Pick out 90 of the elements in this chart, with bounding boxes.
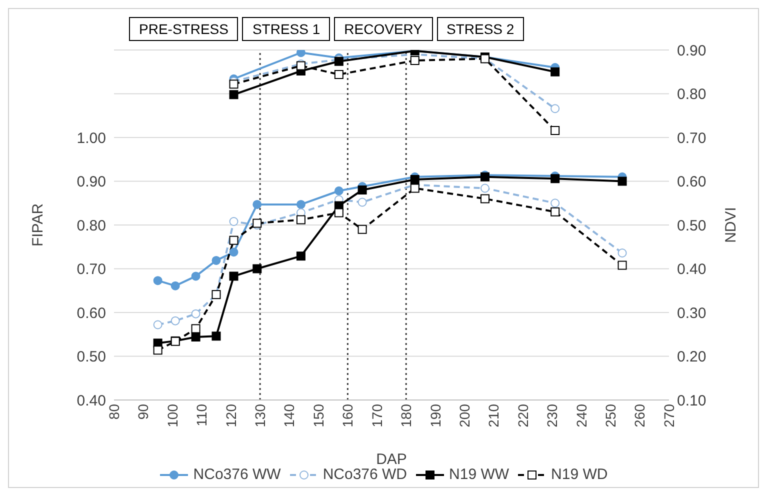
point — [212, 332, 221, 341]
point — [550, 207, 560, 216]
point — [191, 272, 200, 281]
x-tick-label: 160 — [340, 404, 356, 428]
point — [334, 70, 344, 79]
point — [410, 184, 420, 193]
point — [410, 56, 420, 65]
text: STRESS 1 — [242, 17, 330, 41]
point — [296, 215, 306, 224]
y-axis-title: FIPAR — [29, 203, 46, 247]
y-tick-label: 0.50 — [76, 348, 106, 366]
point — [550, 67, 560, 76]
y2-axis-title: NDVI — [722, 207, 740, 243]
y-tick-label: 0.90 — [76, 174, 106, 191]
y2-tick-label: 0.60 — [677, 174, 706, 191]
point — [296, 200, 306, 209]
legend-label: NCo376 WW — [193, 466, 281, 483]
y2-tick-label: 0.70 — [677, 130, 706, 147]
point — [229, 80, 238, 89]
text: STRESS 2 — [436, 17, 524, 41]
point — [618, 176, 627, 186]
legend-label: N19 WW — [449, 466, 510, 483]
x-tick-label: 270 — [660, 404, 677, 428]
point — [153, 276, 162, 286]
y-tick-label: 0.70 — [76, 261, 106, 278]
legend-label: N19 WD — [551, 466, 608, 483]
point — [170, 316, 180, 326]
point — [550, 174, 560, 184]
point — [296, 252, 306, 261]
y-tick-label: 0.80 — [76, 217, 106, 234]
x-tick-label: 190 — [427, 404, 444, 428]
point — [153, 320, 162, 330]
y2-tick-label: 0.80 — [677, 86, 706, 104]
y2-tick-label: 0.90 — [677, 42, 706, 60]
point — [410, 175, 420, 184]
point — [618, 248, 627, 258]
point — [550, 104, 560, 114]
text: RECOVERY — [334, 17, 432, 41]
y2-tick-label: 0.20 — [677, 348, 706, 366]
x-tick-label: 200 — [456, 404, 472, 428]
x-tick-label: 240 — [573, 404, 590, 428]
point — [229, 272, 238, 281]
x-tick-label: 120 — [222, 404, 239, 428]
point — [480, 184, 490, 193]
y-tick-label: 1.00 — [76, 130, 106, 147]
y2-tick-label: 0.10 — [677, 392, 706, 410]
x-tick-label: 150 — [310, 404, 326, 428]
point — [296, 50, 306, 58]
point — [550, 126, 560, 135]
point — [229, 236, 238, 245]
point — [191, 324, 200, 334]
point — [480, 194, 490, 204]
point — [229, 248, 238, 257]
x-tick-label: 130 — [252, 404, 268, 428]
x-axis-title: DAP — [376, 451, 407, 468]
point — [358, 224, 367, 234]
point — [358, 186, 367, 194]
point — [170, 281, 180, 290]
x-tick-label: 260 — [632, 404, 648, 428]
y2-tick-label: 0.40 — [677, 261, 706, 278]
point — [191, 309, 200, 318]
point — [334, 186, 344, 196]
point — [334, 208, 344, 218]
y-tick-label: 0.60 — [76, 304, 106, 322]
point — [550, 198, 560, 208]
point — [191, 332, 200, 342]
legend-label: NCo376 WD — [322, 466, 408, 483]
x-tick-label: 250 — [602, 404, 619, 428]
y2-tick-label: 0.30 — [677, 304, 706, 322]
x-tick-label: 140 — [281, 404, 298, 428]
x-tick-label: 230 — [544, 404, 560, 428]
x-tick-label: 80 — [106, 404, 122, 420]
y2-tick-label: 0.50 — [677, 217, 706, 234]
y-tick-label: 0.40 — [76, 392, 106, 410]
point — [229, 217, 238, 226]
point — [358, 198, 367, 207]
x-tick-label: 100 — [164, 404, 180, 428]
x-tick-label: 210 — [486, 404, 502, 428]
point — [229, 90, 238, 100]
text: PRE-STRESS — [129, 17, 238, 41]
point — [618, 260, 627, 270]
x-tick-label: 180 — [398, 404, 414, 428]
x-tick-label: 170 — [368, 404, 385, 428]
point — [153, 346, 162, 355]
x-tick-label: 220 — [514, 404, 531, 428]
point — [252, 200, 262, 209]
point — [212, 256, 221, 265]
point — [252, 264, 262, 274]
x-tick-label: 110 — [194, 404, 210, 426]
x-tick-label: 90 — [135, 404, 152, 420]
